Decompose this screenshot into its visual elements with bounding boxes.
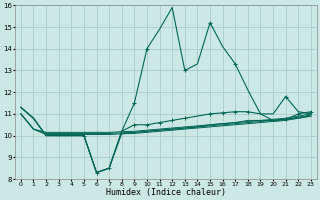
X-axis label: Humidex (Indice chaleur): Humidex (Indice chaleur) — [106, 188, 226, 197]
